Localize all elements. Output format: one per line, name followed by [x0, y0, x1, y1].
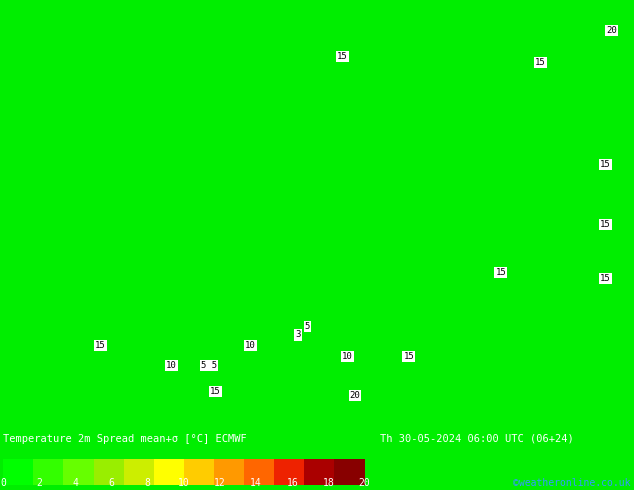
Text: 20: 20 — [350, 391, 360, 400]
Bar — [184, 459, 214, 486]
Text: ©weatheronline.co.uk: ©weatheronline.co.uk — [514, 478, 631, 488]
Text: 10: 10 — [342, 352, 353, 361]
Text: 6: 6 — [108, 478, 115, 488]
Text: 10: 10 — [178, 478, 190, 488]
Text: 5: 5 — [305, 322, 310, 331]
Bar — [304, 459, 334, 486]
Text: 20: 20 — [359, 478, 370, 488]
Bar — [153, 459, 184, 486]
Bar — [214, 459, 244, 486]
Text: 16: 16 — [287, 478, 298, 488]
Text: 20: 20 — [607, 26, 617, 35]
Text: 15: 15 — [210, 387, 221, 395]
Text: 0: 0 — [0, 478, 6, 488]
Bar — [335, 459, 365, 486]
Text: 3: 3 — [295, 330, 301, 340]
Text: 18: 18 — [323, 478, 334, 488]
Text: 15: 15 — [600, 220, 611, 229]
Text: 15: 15 — [337, 51, 347, 61]
Bar — [244, 459, 274, 486]
Text: 14: 14 — [250, 478, 262, 488]
Bar — [124, 459, 153, 486]
Bar — [3, 459, 33, 486]
Bar — [274, 459, 304, 486]
Text: 15: 15 — [600, 160, 611, 169]
Bar — [63, 459, 93, 486]
Text: 15: 15 — [496, 268, 506, 277]
Text: Th 30-05-2024 06:00 UTC (06+24): Th 30-05-2024 06:00 UTC (06+24) — [380, 434, 574, 444]
Text: 8: 8 — [145, 478, 151, 488]
Text: 15: 15 — [600, 274, 611, 283]
Bar — [94, 459, 124, 486]
Text: 10: 10 — [166, 361, 176, 369]
Text: 15: 15 — [95, 341, 105, 350]
Text: 15: 15 — [404, 352, 414, 361]
Text: 10: 10 — [245, 341, 256, 350]
Text: 5 5: 5 5 — [201, 361, 217, 369]
Text: 2: 2 — [36, 478, 42, 488]
Text: 4: 4 — [72, 478, 79, 488]
Text: 15: 15 — [535, 58, 545, 67]
Text: 12: 12 — [214, 478, 226, 488]
Text: Temperature 2m Spread mean+σ [°C] ECMWF: Temperature 2m Spread mean+σ [°C] ECMWF — [3, 434, 247, 444]
Bar — [33, 459, 63, 486]
